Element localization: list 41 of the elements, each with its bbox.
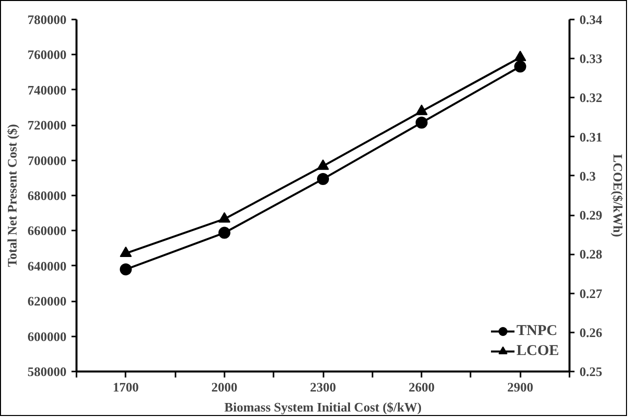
point [514, 60, 526, 72]
y-tick-label: 640000 [28, 258, 66, 274]
y-tick-label: 600000 [28, 328, 66, 344]
y2-tick-label: 0.32 [580, 90, 602, 106]
y2-tick-label: 0.33 [580, 51, 603, 66]
y-tick-label: 580000 [28, 364, 66, 379]
y-tick-label: 680000 [28, 188, 66, 203]
y2-tick-label: 0.31 [580, 129, 602, 144]
point [514, 50, 526, 62]
point [317, 172, 329, 185]
x-tick-label: 2300 [310, 380, 336, 394]
legend-label: LCOE [516, 342, 559, 360]
y2-tick-label: 0.27 [580, 286, 603, 301]
point [218, 226, 230, 239]
y2-tick-label: 0.28 [580, 246, 603, 262]
point [317, 159, 329, 170]
point [120, 263, 132, 276]
y2-tick-label: 0.3 [580, 168, 596, 184]
y-tick-label: 780000 [28, 12, 66, 27]
y-tick-label: 660000 [28, 223, 66, 238]
legend-label: TNPC [516, 322, 558, 340]
y-axis-title: Total Net Present Cost ($) [4, 124, 20, 267]
point [416, 104, 428, 116]
y2-tick-label: 0.34 [580, 12, 603, 27]
y2-axis-title: LCOE($/kWh) [610, 154, 626, 238]
x-tick-label: 2000 [211, 380, 238, 394]
y-tick-label: 700000 [28, 152, 66, 168]
point [416, 116, 428, 129]
point [218, 212, 230, 223]
x-tick-label: 2900 [507, 380, 534, 394]
y2-tick-label: 0.26 [580, 324, 603, 340]
y2-tick-label: 0.25 [580, 364, 603, 379]
point [120, 246, 132, 258]
y-tick-label: 740000 [28, 82, 66, 98]
x-tick-label: 1700 [112, 380, 139, 394]
y2-tick-label: 0.29 [580, 208, 603, 223]
y-tick-label: 720000 [28, 118, 66, 133]
x-axis-title: Biomass System Initial Cost ($/kW) [224, 400, 422, 414]
y-tick-label: 760000 [28, 47, 66, 62]
y-tick-label: 620000 [28, 294, 66, 309]
x-tick-label: 2600 [408, 380, 435, 394]
